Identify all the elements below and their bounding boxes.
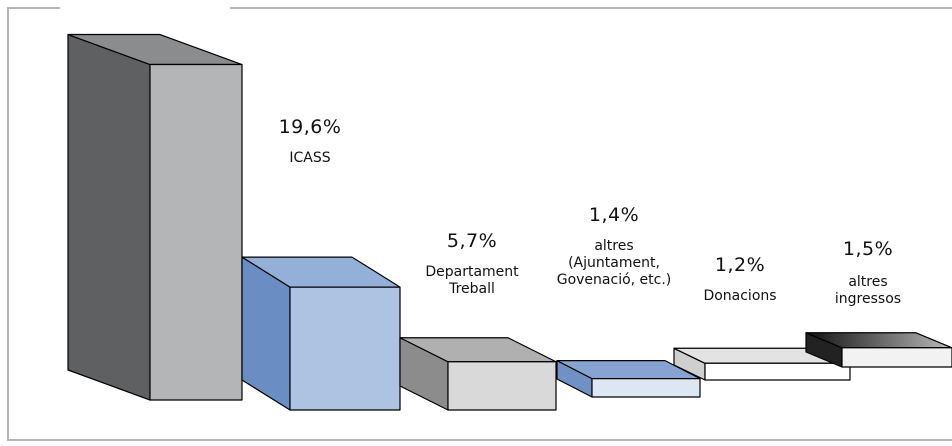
- bar: [591, 378, 701, 398]
- category-label: ICASS: [289, 150, 331, 166]
- bar: [704, 362, 851, 381]
- value-label: 5,7%: [446, 230, 498, 252]
- value-label: 19,6%: [278, 116, 342, 138]
- category-label: altres ingressos: [834, 274, 902, 307]
- value-label: 1,2%: [714, 254, 766, 276]
- value-label: 1,5%: [842, 238, 894, 260]
- bar: [841, 347, 952, 368]
- frame-left: [7, 7, 952, 441]
- bar: [289, 286, 401, 411]
- bar-side: [67, 33, 151, 401]
- category-label: Donacions: [703, 288, 777, 304]
- category-label: altres (Ajuntament, Govenació, etc.): [556, 238, 672, 288]
- bar: [149, 63, 243, 401]
- category-label: Departament Treball: [425, 264, 519, 297]
- bar: [447, 361, 557, 411]
- frame: [7, 7, 952, 441]
- value-label: 1,4%: [588, 204, 640, 226]
